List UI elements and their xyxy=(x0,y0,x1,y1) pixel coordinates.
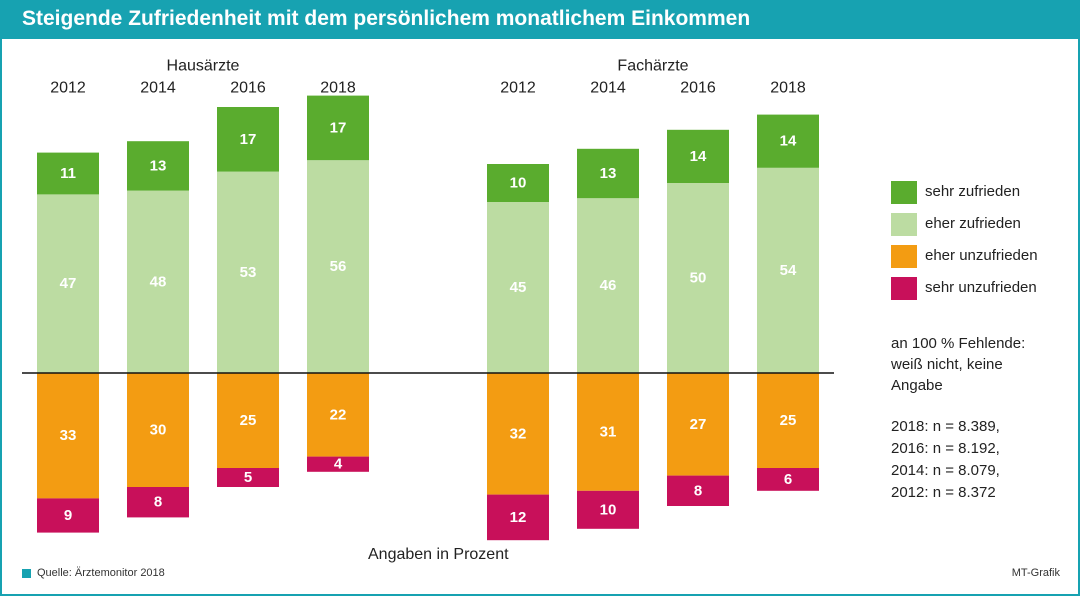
data-label-0-3-s1: 56 xyxy=(330,258,347,275)
group-label-0: Hausärzte xyxy=(167,58,240,75)
legend-label-sehr-unzufrieden: sehr unzufrieden xyxy=(925,279,1037,296)
bar-0-1-s3 xyxy=(127,487,189,518)
category-label-1-1: 2014 xyxy=(590,80,626,97)
sample-size-2012: 2012: n = 8.372 xyxy=(891,484,996,501)
category-label-0-0: 2012 xyxy=(50,80,86,97)
bar-0-2-s0 xyxy=(217,107,279,172)
bar-0-2-s3 xyxy=(217,468,279,487)
bar-0-3-s2 xyxy=(307,373,369,457)
data-label-0-2-s3: 5 xyxy=(244,469,252,486)
data-label-0-1-s2: 30 xyxy=(150,422,167,439)
bar-0-2-s1 xyxy=(217,171,279,373)
bar-1-0-s0 xyxy=(487,164,549,202)
data-label-1-2-s0: 14 xyxy=(690,148,707,165)
group-label-1: Fachärzte xyxy=(617,58,688,75)
data-label-1-3-s3: 6 xyxy=(784,471,792,488)
category-label-0-1: 2014 xyxy=(140,80,176,97)
data-label-1-3-s2: 25 xyxy=(780,412,797,429)
bar-1-0-s1 xyxy=(487,202,549,373)
bar-1-2-s0 xyxy=(667,129,729,183)
bar-1-0-s2 xyxy=(487,373,549,495)
data-label-1-3-s0: 14 xyxy=(780,133,797,150)
credit-text: MT-Grafik xyxy=(1011,567,1060,579)
data-label-0-2-s2: 25 xyxy=(240,412,257,429)
bar-1-2-s1 xyxy=(667,183,729,373)
bar-0-3-s0 xyxy=(307,95,369,161)
missing-note-line-3: Angabe xyxy=(891,377,943,394)
missing-note-line-1: an 100 % Fehlende: xyxy=(891,335,1026,352)
category-label-1-2: 2016 xyxy=(680,80,716,97)
legend-label-eher-unzufrieden: eher unzufrieden xyxy=(925,247,1038,264)
bar-1-2-s2 xyxy=(667,373,729,476)
unit-note: Angaben in Prozent xyxy=(368,546,509,563)
legend-label-eher-zufrieden: eher zufrieden xyxy=(925,215,1021,232)
data-label-0-3-s2: 22 xyxy=(330,406,347,423)
data-label-0-1-s1: 48 xyxy=(150,273,167,290)
data-label-1-1-s3: 10 xyxy=(600,501,617,518)
data-label-1-2-s2: 27 xyxy=(690,416,707,433)
data-label-1-0-s3: 12 xyxy=(510,509,527,526)
bar-1-3-s1 xyxy=(757,167,819,373)
source-text: Quelle: Ärztemonitor 2018 xyxy=(37,567,165,579)
bar-1-0-s3 xyxy=(487,494,549,541)
legend-swatch-eher-unzufrieden xyxy=(891,245,917,268)
bar-0-1-s1 xyxy=(127,190,189,373)
bar-1-3-s3 xyxy=(757,468,819,491)
data-label-0-1-s3: 8 xyxy=(154,494,162,511)
bar-1-1-s1 xyxy=(577,198,639,373)
category-label-0-2: 2016 xyxy=(230,80,266,97)
bar-0-0-s3 xyxy=(37,498,99,533)
source-marker xyxy=(22,569,31,578)
sample-size-2014: 2014: n = 8.079, xyxy=(891,462,1000,479)
data-label-1-0-s1: 45 xyxy=(510,279,527,296)
data-label-1-1-s0: 13 xyxy=(600,165,617,182)
category-label-1-3: 2018 xyxy=(770,80,806,97)
legend-label-sehr-zufrieden: sehr zufrieden xyxy=(925,183,1021,200)
bar-1-1-s3 xyxy=(577,490,639,529)
category-label-0-3: 2018 xyxy=(320,80,356,97)
bar-0-3-s3 xyxy=(307,456,369,472)
bar-0-0-s0 xyxy=(37,152,99,195)
data-label-1-3-s1: 54 xyxy=(780,262,797,279)
bar-0-3-s1 xyxy=(307,160,369,373)
bar-1-3-s2 xyxy=(757,373,819,468)
missing-note-line-2: weiß nicht, keine xyxy=(891,356,1003,373)
data-label-0-0-s3: 9 xyxy=(64,507,72,524)
data-label-1-0-s2: 32 xyxy=(510,425,527,442)
data-label-0-3-s0: 17 xyxy=(330,119,347,136)
data-label-0-0-s1: 47 xyxy=(60,275,77,292)
bar-0-0-s1 xyxy=(37,194,99,373)
bar-0-2-s2 xyxy=(217,373,279,468)
bar-0-0-s2 xyxy=(37,373,99,499)
data-label-1-2-s3: 8 xyxy=(694,482,702,499)
legend-swatch-sehr-zufrieden xyxy=(891,181,917,204)
data-label-1-1-s2: 31 xyxy=(600,423,617,440)
data-label-1-2-s1: 50 xyxy=(690,270,707,287)
bar-0-1-s0 xyxy=(127,141,189,191)
bar-0-1-s2 xyxy=(127,373,189,487)
data-label-0-3-s3: 4 xyxy=(334,456,343,473)
data-label-1-1-s1: 46 xyxy=(600,277,617,294)
data-label-0-1-s0: 13 xyxy=(150,157,167,174)
sample-size-2016: 2016: n = 8.192, xyxy=(891,440,1000,457)
bar-1-1-s2 xyxy=(577,373,639,491)
bar-1-2-s3 xyxy=(667,475,729,506)
bar-1-3-s0 xyxy=(757,114,819,168)
data-label-0-0-s0: 11 xyxy=(60,165,76,182)
data-label-0-2-s1: 53 xyxy=(240,264,257,281)
data-label-1-0-s0: 10 xyxy=(510,175,527,192)
data-label-0-0-s2: 33 xyxy=(60,427,77,444)
sample-size-2018: 2018: n = 8.389, xyxy=(891,418,1000,435)
data-label-0-2-s0: 17 xyxy=(240,131,257,148)
legend-swatch-eher-zufrieden xyxy=(891,213,917,236)
legend-swatch-sehr-unzufrieden xyxy=(891,277,917,300)
bar-1-1-s0 xyxy=(577,148,639,199)
category-label-1-0: 2012 xyxy=(500,80,536,97)
title-bar: Steigende Zufriedenheit mit dem persönli… xyxy=(2,2,1078,39)
chart-title: Steigende Zufriedenheit mit dem persönli… xyxy=(22,7,751,30)
